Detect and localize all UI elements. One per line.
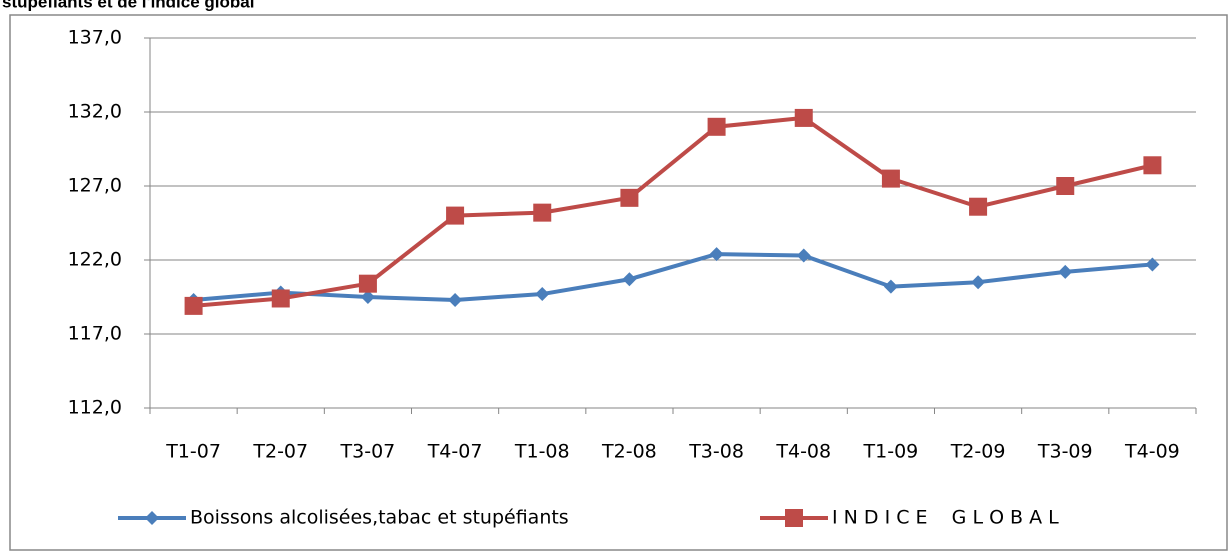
legend-marker: [785, 509, 803, 527]
x-tick-label: T2-08: [601, 441, 657, 463]
data-point: [533, 203, 552, 222]
x-tick-label: T1-08: [514, 441, 570, 463]
x-tick-label: T2-09: [950, 441, 1006, 463]
data-point: [969, 197, 988, 216]
x-tick-label: T4-08: [775, 441, 831, 463]
data-point: [796, 248, 811, 263]
data-point: [883, 279, 898, 294]
data-point: [707, 117, 726, 136]
data-point: [448, 292, 463, 307]
data-point: [535, 287, 550, 302]
legend-label: Boissons alcolisées,tabac et stupéfiants: [190, 507, 569, 529]
data-point: [271, 289, 290, 308]
data-point: [1058, 264, 1073, 279]
data-point: [1143, 156, 1162, 175]
data-point: [446, 206, 465, 225]
x-tick-label: T3-09: [1037, 441, 1093, 463]
x-tick-label: T4-09: [1124, 441, 1180, 463]
y-tick-label: 117,0: [68, 323, 122, 345]
legend-label: I N D I C E G L O B A L: [832, 507, 1059, 529]
y-tick-label: 137,0: [68, 27, 122, 49]
chart-title: stupéfiants et de l'indice global: [2, 0, 254, 11]
data-point: [794, 108, 813, 127]
y-tick-label: 112,0: [68, 397, 122, 419]
data-point: [622, 272, 637, 287]
data-point: [360, 290, 375, 304]
y-tick-label: 127,0: [68, 175, 122, 197]
x-tick-label: T1-09: [863, 441, 919, 463]
y-tick-label: 132,0: [68, 101, 122, 123]
x-tick-label: T3-07: [340, 441, 396, 463]
data-point: [1145, 257, 1160, 272]
legend-marker: [145, 511, 159, 525]
y-tick-label: 122,0: [68, 249, 122, 271]
x-tick-label: T2-07: [252, 441, 308, 463]
series-line: [193, 115, 1153, 308]
data-point: [971, 275, 986, 290]
data-point: [358, 274, 377, 293]
data-point: [709, 247, 724, 262]
series-line: [193, 252, 1153, 302]
data-point: [184, 296, 203, 315]
data-point: [620, 188, 639, 207]
x-tick-label: T4-07: [427, 441, 483, 463]
data-point: [881, 169, 900, 188]
data-point: [1056, 177, 1075, 195]
x-tick-label: T3-08: [688, 441, 744, 463]
x-tick-label: T1-07: [165, 441, 221, 463]
